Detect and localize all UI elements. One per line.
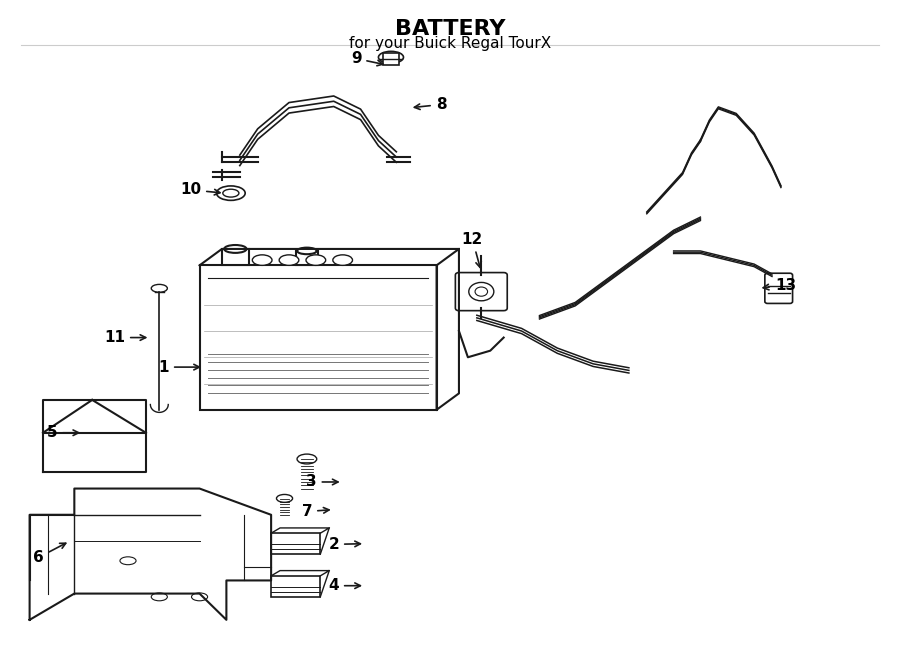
Text: 12: 12 — [462, 232, 483, 267]
Ellipse shape — [192, 593, 208, 601]
Bar — [222, 249, 248, 265]
Text: 3: 3 — [306, 475, 338, 489]
Text: 6: 6 — [33, 544, 66, 565]
Ellipse shape — [151, 285, 167, 292]
Ellipse shape — [469, 283, 494, 301]
FancyBboxPatch shape — [765, 273, 793, 303]
Text: 2: 2 — [328, 537, 360, 552]
Text: 7: 7 — [302, 504, 329, 519]
FancyBboxPatch shape — [271, 533, 320, 554]
Ellipse shape — [297, 248, 317, 254]
Text: 13: 13 — [763, 277, 796, 293]
Ellipse shape — [276, 495, 292, 502]
Text: 1: 1 — [158, 359, 200, 375]
FancyBboxPatch shape — [200, 265, 436, 410]
Ellipse shape — [223, 189, 238, 197]
Text: BATTERY: BATTERY — [395, 19, 505, 39]
Text: 8: 8 — [414, 97, 446, 112]
Text: 9: 9 — [351, 51, 382, 66]
Ellipse shape — [333, 255, 353, 265]
Ellipse shape — [224, 245, 247, 253]
Ellipse shape — [306, 255, 326, 265]
Text: 11: 11 — [104, 330, 146, 345]
Ellipse shape — [252, 255, 272, 265]
Ellipse shape — [217, 186, 245, 201]
Ellipse shape — [279, 255, 299, 265]
Bar — [296, 251, 318, 265]
Ellipse shape — [151, 593, 167, 601]
Text: 4: 4 — [328, 578, 360, 593]
Text: 10: 10 — [180, 182, 220, 197]
Ellipse shape — [475, 287, 488, 296]
FancyBboxPatch shape — [455, 273, 508, 310]
Ellipse shape — [297, 454, 317, 464]
FancyBboxPatch shape — [271, 576, 320, 597]
Bar — [382, 54, 399, 65]
Text: for your Buick Regal TourX: for your Buick Regal TourX — [349, 36, 551, 50]
Ellipse shape — [378, 52, 403, 63]
Ellipse shape — [120, 557, 136, 565]
Text: 5: 5 — [47, 425, 78, 440]
